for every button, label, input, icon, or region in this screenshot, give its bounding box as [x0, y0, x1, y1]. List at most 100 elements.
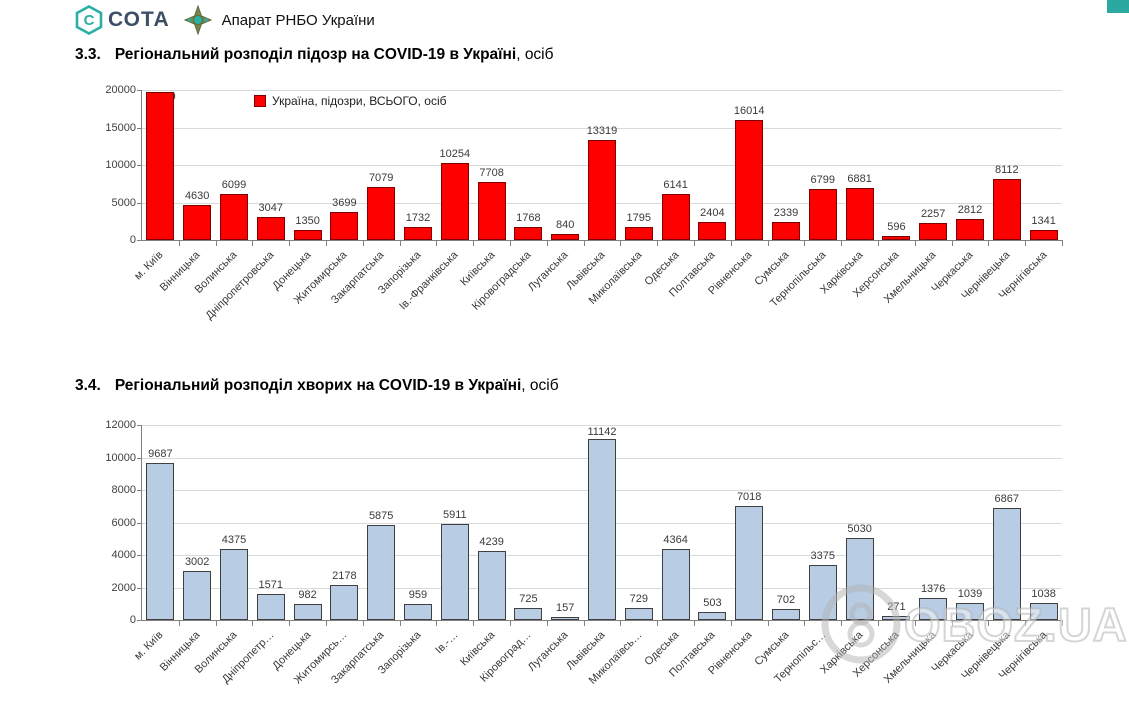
legend: Україна, підозри, ВСЬОГО, осіб [254, 94, 447, 108]
bar [514, 608, 543, 620]
bar-value-label: 5875 [368, 510, 394, 522]
x-axis-tick [657, 240, 658, 246]
bar-value-label: 2178 [332, 570, 357, 582]
x-axis-tick [1062, 620, 1063, 626]
bar-value-label: 7708 [479, 167, 504, 179]
chart-sick-covid: 0 2000 4000 6000 8000 10000 12000 9687 м. Київ 30… [95, 419, 1105, 704]
bar-value-label: 157 [556, 602, 575, 614]
y-axis-tick [137, 202, 142, 204]
section-title-suffix: , осіб [521, 377, 559, 394]
bar-value-label: 596 [887, 221, 906, 233]
x-axis-tick [915, 240, 916, 246]
bar [919, 598, 948, 620]
bar-value-label: 4364 [663, 534, 688, 546]
x-axis-tick [179, 620, 180, 626]
bar [440, 524, 469, 620]
x-axis-tick [804, 620, 805, 626]
y-axis-tick [137, 90, 142, 91]
x-axis-tick [252, 620, 253, 626]
x-axis-tick [436, 240, 437, 246]
bar-value-label: 982 [298, 589, 317, 601]
bar [146, 92, 175, 240]
bar-value-label: 3002 [184, 556, 210, 568]
bar [698, 222, 727, 240]
bar [183, 205, 212, 240]
bar [588, 439, 616, 620]
bar [624, 608, 653, 620]
x-axis-tick [1062, 240, 1063, 246]
x-axis-tick [363, 240, 364, 246]
plot-area: Україна, підозри, ВСЬОГО, осіб 0 5000 1000… [105, 84, 1063, 322]
bar-value-label: 1768 [516, 212, 541, 224]
corner-accent [1107, 0, 1129, 13]
bar-value-label: 4630 [184, 190, 210, 202]
x-axis-tick [400, 240, 401, 246]
y-axis-label: 0 [129, 234, 136, 246]
bar [367, 187, 396, 240]
bar [882, 616, 911, 620]
x-axis-tick [694, 240, 695, 246]
bar [551, 617, 580, 620]
x-axis-tick [252, 240, 253, 246]
bar [698, 612, 727, 620]
bar-value-label: 1376 [920, 583, 946, 595]
bar [661, 549, 690, 620]
y-axis-tick [137, 522, 142, 524]
x-axis-tick [326, 240, 327, 246]
y-axis-label: 2000 [111, 581, 136, 594]
y-axis-tick [137, 555, 142, 556]
bar [1029, 230, 1058, 240]
x-axis-tick [547, 240, 548, 246]
y-axis-label: 0 [129, 614, 136, 626]
bar [440, 163, 469, 240]
x-axis-tick [952, 620, 953, 626]
bar [477, 182, 506, 240]
x-axis-tick [768, 620, 769, 626]
bar-value-label: 1795 [626, 212, 652, 224]
bar [293, 230, 322, 240]
bar-value-label: 1350 [295, 215, 320, 227]
bar [588, 140, 616, 240]
gridline [142, 425, 1062, 426]
bar-value-label: 2404 [700, 207, 725, 219]
bar-value-label: 8112 [994, 164, 1019, 176]
bar-value-label: 6099 [221, 179, 247, 191]
bar [256, 594, 285, 620]
bar-value-label: 271 [887, 601, 906, 613]
bar-value-label: 9687 [148, 448, 173, 460]
x-axis-tick [768, 240, 769, 246]
plot-area: 0 2000 4000 6000 8000 10000 12000 9687 м. Київ 30… [105, 419, 1063, 687]
bar-value-label: 702 [776, 594, 796, 606]
bar [514, 227, 543, 240]
x-axis-tick [510, 620, 511, 626]
y-axis-tick [137, 587, 142, 589]
bar [992, 508, 1021, 620]
bar-value-label: 2812 [957, 204, 983, 216]
x-axis-tick [657, 620, 658, 626]
bar-value-label: 4375 [221, 534, 247, 546]
gridline [142, 127, 1062, 129]
bar [735, 120, 764, 240]
x-axis-tick [988, 620, 989, 626]
section-title-suffix: , осіб [516, 46, 554, 63]
bar-value-label: 13319 [586, 125, 618, 137]
y-axis-label: 12000 [105, 419, 136, 431]
bar-value-label: 4239 [479, 536, 504, 548]
y-axis-tick [137, 127, 142, 129]
x-axis-tick [620, 240, 621, 246]
bar-value-label: 1341 [1031, 215, 1056, 227]
y-axis-label: 6000 [111, 516, 136, 529]
bar-value-label: 6799 [810, 174, 836, 186]
y-axis-tick [137, 425, 142, 426]
bar-value-label: 725 [519, 593, 538, 605]
bar-value-label: 2257 [920, 208, 946, 220]
y-axis-label: 15000 [105, 121, 136, 134]
bar [146, 463, 175, 620]
x-axis-tick [547, 620, 548, 626]
bar [183, 571, 212, 620]
x-axis-tick [731, 240, 732, 246]
bar [845, 188, 874, 240]
bar [256, 217, 285, 240]
bar-value-label: 1039 [957, 588, 983, 600]
